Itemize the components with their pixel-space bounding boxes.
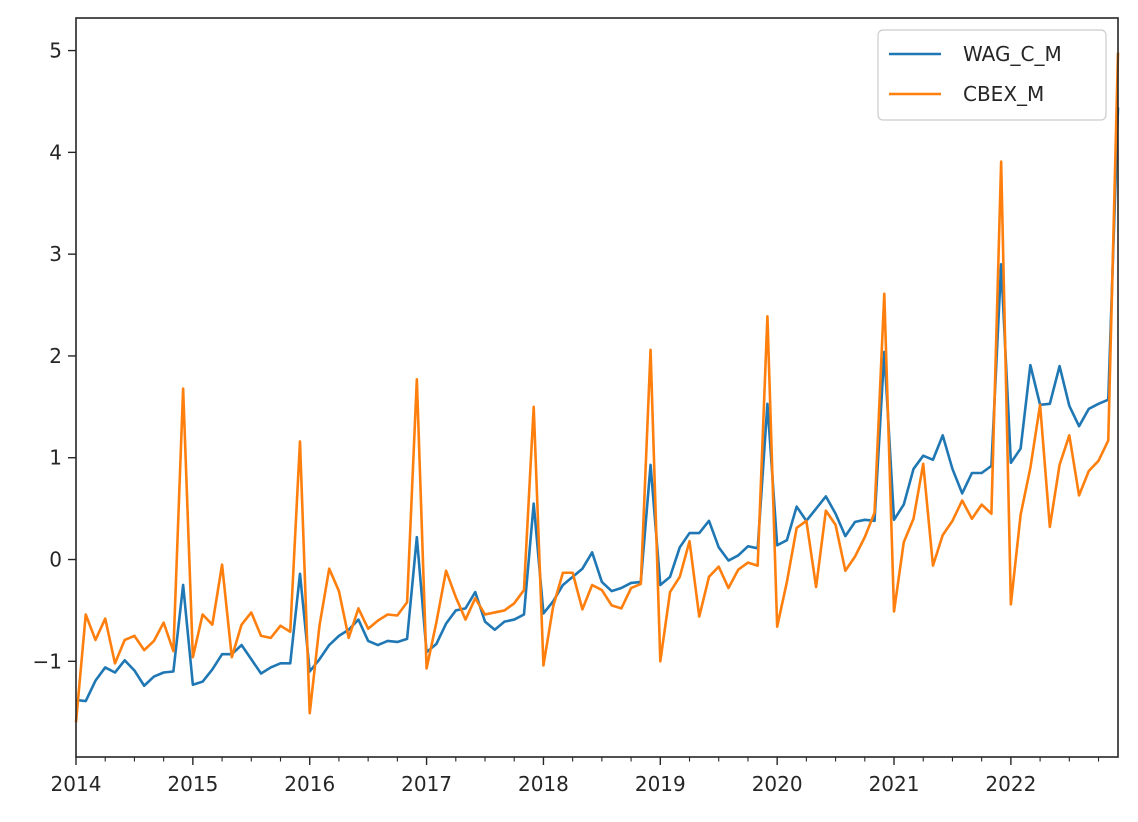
x-tick-label: 2018 xyxy=(518,772,569,796)
plot-background xyxy=(76,18,1118,757)
x-tick-label: 2014 xyxy=(51,772,102,796)
series-layer xyxy=(74,52,1120,723)
x-tick-label: 2022 xyxy=(985,772,1036,796)
y-tick-label: 5 xyxy=(49,39,62,63)
x-tick-label: 2020 xyxy=(752,772,803,796)
x-tick-label: 2015 xyxy=(167,772,218,796)
y-tick-label: 1 xyxy=(49,446,62,470)
legend-label-cbex-m: CBEX_M xyxy=(963,82,1044,106)
y-tick-label: 3 xyxy=(49,242,62,266)
legend-label-wag-c-m: WAG_C_M xyxy=(963,42,1062,66)
x-tick-label: 2016 xyxy=(284,772,335,796)
y-tick-label: 4 xyxy=(49,140,62,164)
x-tick-label: 2017 xyxy=(401,772,452,796)
y-tick-label: 0 xyxy=(49,548,62,572)
y-tick-label: −1 xyxy=(33,649,62,673)
series-line-wag-c-m xyxy=(75,107,1120,703)
series-line-cbex-m xyxy=(74,52,1120,723)
x-tick-label: 2021 xyxy=(869,772,920,796)
plot-frame xyxy=(75,17,1119,758)
axis-layer: 2014 2015 2016 2017 2018 2019 2020 2021 2022 −1 0 1… xyxy=(33,39,1100,796)
y-tick-label: 2 xyxy=(49,344,62,368)
legend-box xyxy=(877,29,1107,121)
legend: WAG_C_M CBEX_M xyxy=(877,29,1107,121)
x-tick-label: 2019 xyxy=(635,772,686,796)
